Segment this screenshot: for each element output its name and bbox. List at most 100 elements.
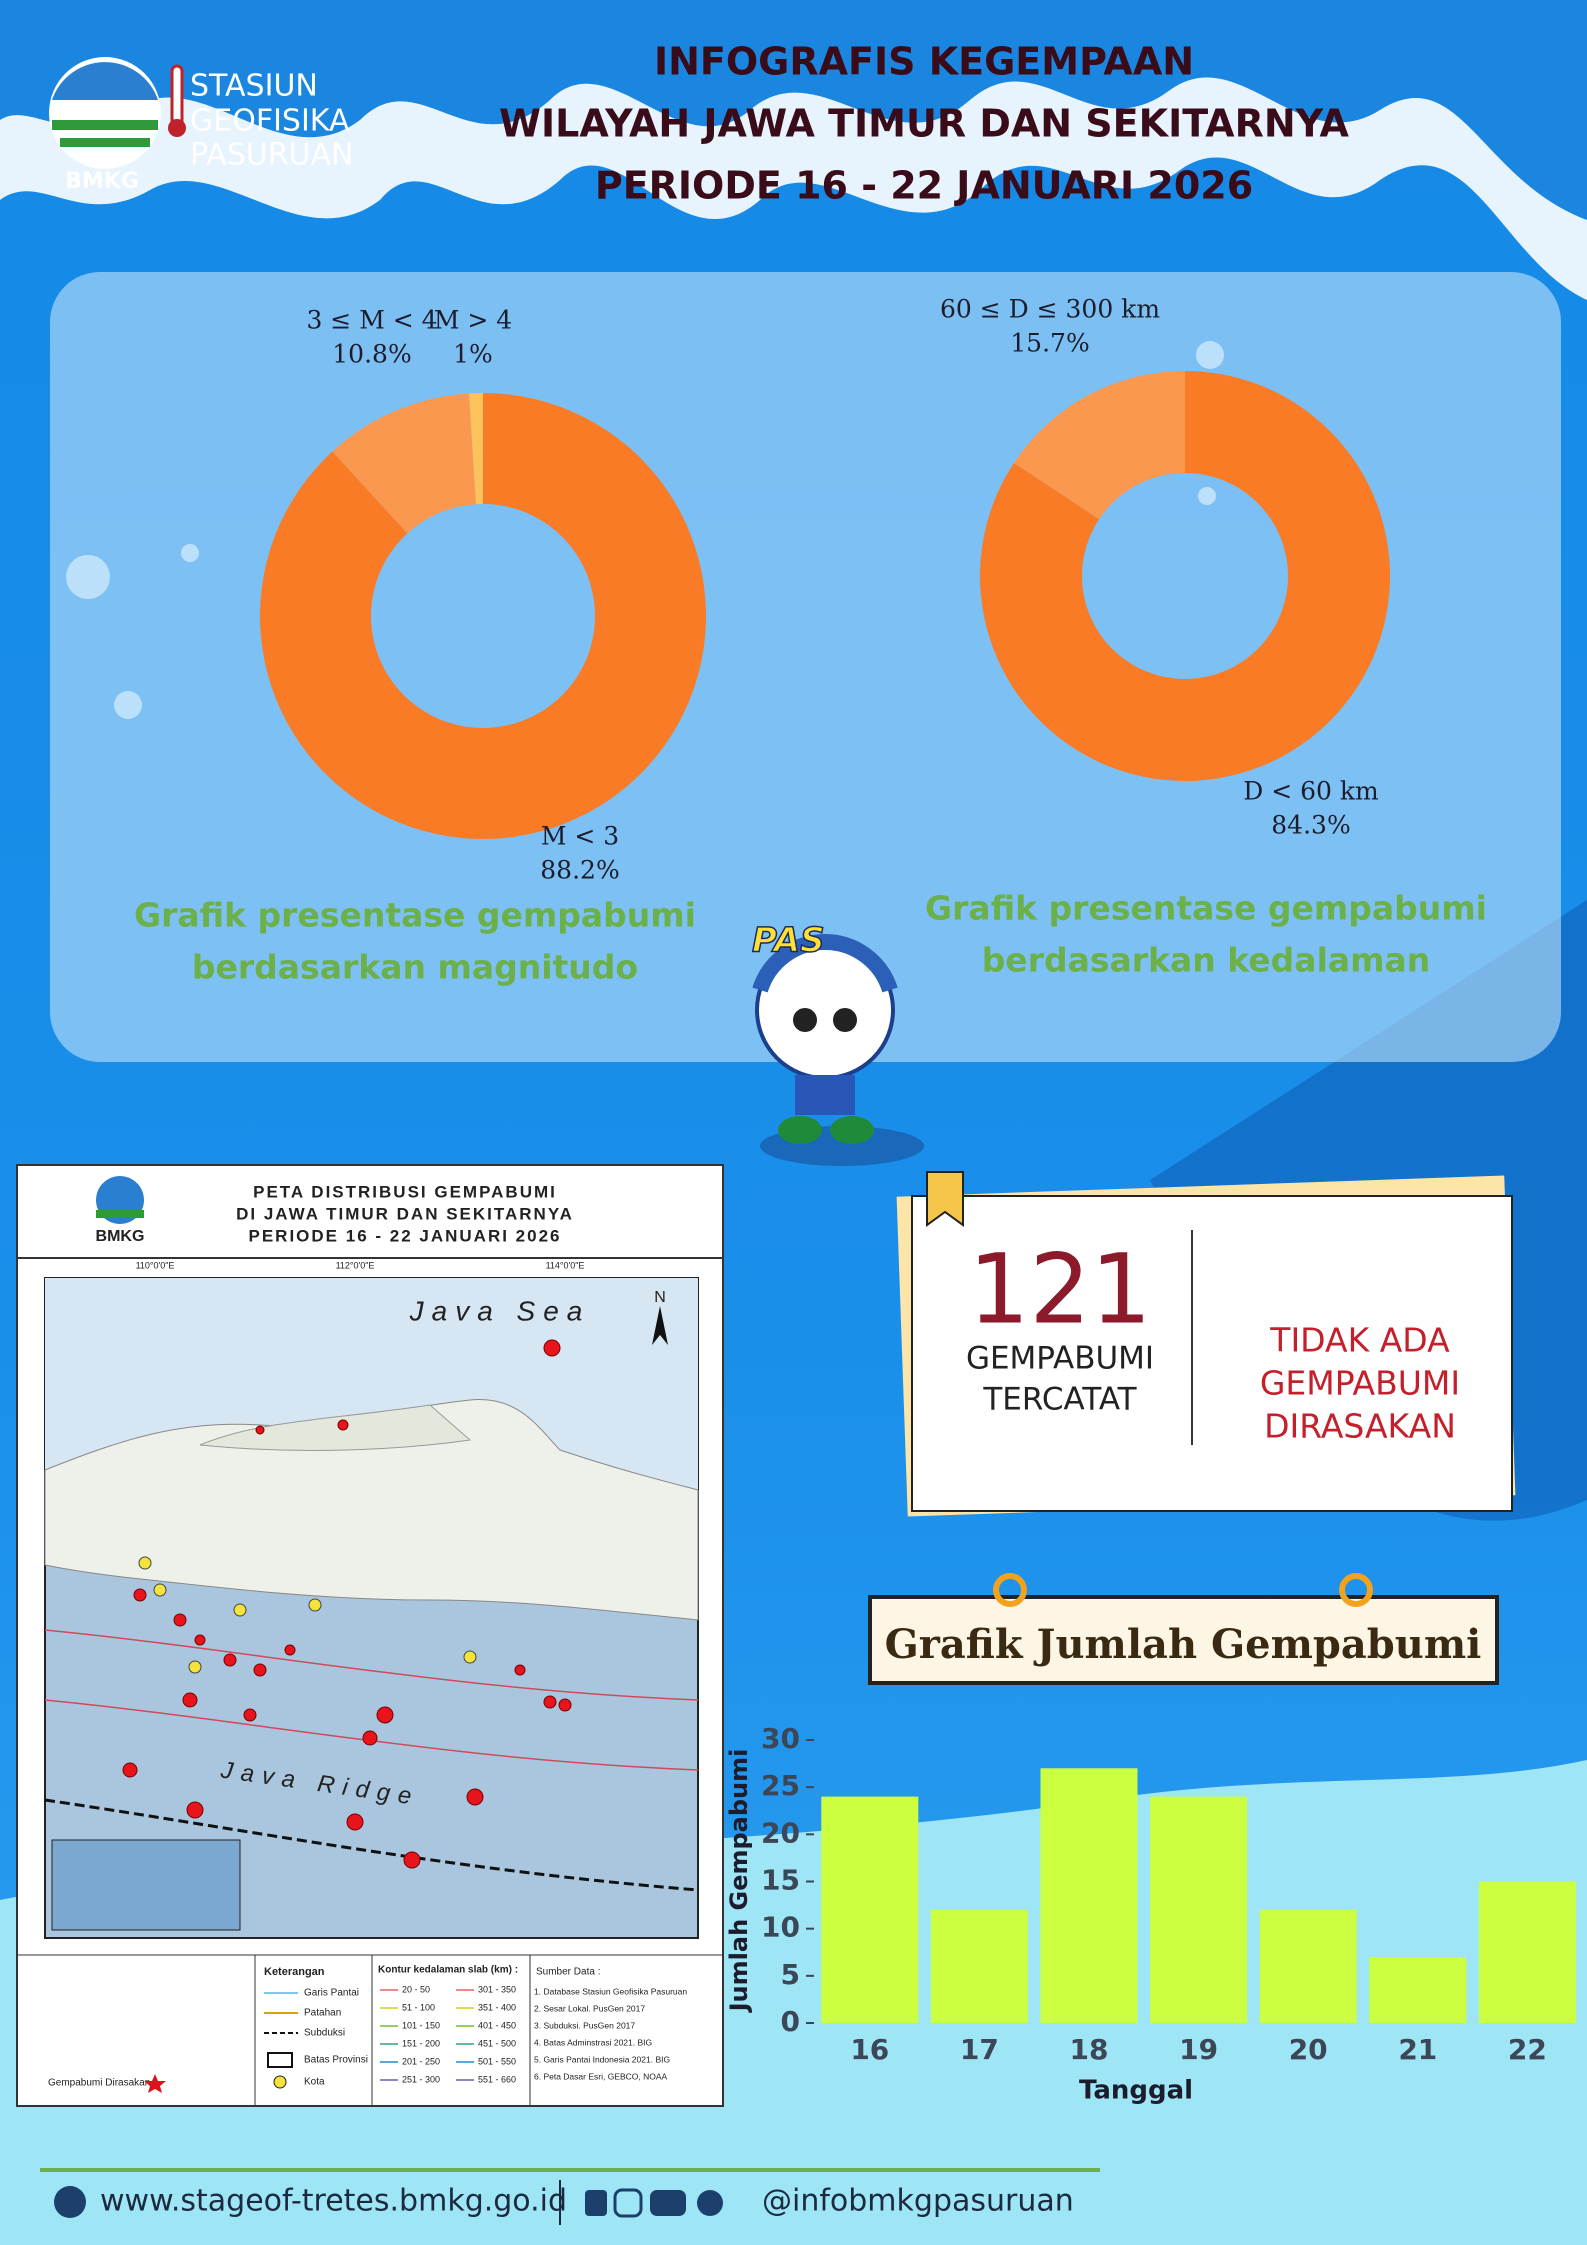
contour-item: 201 - 250 (402, 2056, 440, 2066)
bar (1369, 1956, 1467, 2023)
contour-item: 401 - 450 (478, 2020, 516, 2030)
contour-item: 301 - 350 (478, 1984, 516, 1994)
map: BMKG PETA DISTRIBUSI GEMPABUMI DI JAWA T… (16, 1164, 724, 2107)
y-tick-label: 15 (761, 1864, 800, 1897)
segment-label: 3 ≤ M < 4 (306, 306, 437, 335)
x-tick-label: 16 (850, 2033, 889, 2066)
inset-map (51, 1839, 241, 1931)
map-logo-name: BMKG (96, 1228, 145, 1245)
bar (821, 1796, 919, 2023)
legend-item: Subduksi (304, 2028, 345, 2039)
title-line: WILAYAH JAWA TIMUR DAN SEKITARNYA (499, 102, 1349, 146)
bar (1040, 1768, 1138, 2023)
bookmark (926, 1171, 964, 1227)
logo-name: BMKG (65, 169, 139, 194)
mascot-stripe (752, 933, 898, 993)
logo-sky (52, 62, 158, 100)
madura-island (199, 1404, 472, 1451)
north-arrow (652, 1306, 668, 1345)
mascot-eye (833, 1008, 857, 1032)
mascot-shoe (830, 1116, 874, 1144)
segment-value: 10.8% (332, 340, 411, 369)
legend-swatch (273, 2075, 287, 2089)
mascot: PAS (751, 920, 924, 1166)
segment-value: 1% (453, 340, 493, 369)
title-line: PERIODE 16 - 22 JANUARI 2026 (595, 164, 1253, 208)
contour-title: Kontur kedalaman slab (km) : (378, 1965, 518, 1976)
felt-legend: Gempabumi Dirasakan (48, 2078, 150, 2089)
source-item: 5. Garis Pantai Indonesia 2021. BIG (534, 2054, 670, 2064)
x-tick-label: 18 (1070, 2033, 1109, 2066)
longitude-label: 110°0'0"E (136, 1260, 175, 1270)
donut-segment (1014, 371, 1185, 520)
contour-item: 51 - 100 (402, 2002, 435, 2012)
source-item: 1. Database Stasiun Geofisika Pasuruan (534, 1986, 687, 1996)
felt-line: TIDAK ADA (1269, 1321, 1450, 1360)
x-tick-label: 17 (960, 2033, 999, 2066)
donut-segment (979, 371, 1390, 781)
epicenters (122, 1339, 572, 1869)
map-title: PETA DISTRIBUSI GEMPABUMI (253, 1182, 557, 1201)
logo-land (52, 120, 158, 130)
y-tick-label: 25 (761, 1769, 800, 1802)
bar (1259, 1909, 1357, 2023)
x-tick-label: 20 (1289, 2033, 1328, 2066)
y-tick-label: 0 (781, 2005, 800, 2038)
segment-value: 88.2% (540, 856, 619, 885)
contour-item: 451 - 500 (478, 2038, 516, 2048)
segment-value: 15.7% (1010, 329, 1089, 358)
felt-line: GEMPABUMI (1260, 1364, 1460, 1403)
sea-label: Java Sea (409, 1295, 591, 1326)
bar (1478, 1881, 1576, 2023)
legend-title: Keterangan (264, 1966, 325, 1978)
title-line: INFOGRAFIS KEGEMPAAN (654, 40, 1194, 84)
thermometer-bulb (168, 119, 186, 137)
legend-item: Kota (304, 2077, 325, 2088)
felt-star (144, 2074, 166, 2093)
contour-item: 251 - 300 (402, 2074, 440, 2084)
x-tick-label: 22 (1508, 2033, 1547, 2066)
source-item: 3. Subduksi. PusGen 2017 (534, 2020, 635, 2030)
legend-item: Batas Provinsi (304, 2055, 368, 2066)
x-tick-label: 21 (1398, 2033, 1437, 2066)
chart-caption: Grafik presentase gempabumi (925, 889, 1487, 928)
y-tick-label: 10 (761, 1911, 800, 1944)
count-line: TERCATAT (982, 1382, 1137, 1418)
bar (930, 1909, 1028, 2023)
logo-land (60, 138, 150, 147)
card (911, 1195, 1513, 1512)
north-label: N (654, 1289, 666, 1306)
segment-label: D < 60 km (1243, 777, 1379, 806)
city-markers (138, 1556, 477, 1674)
segment-label: 60 ≤ D ≤ 300 km (940, 295, 1160, 324)
logo-line: GEOFISIKA (190, 104, 350, 139)
y-axis-label: Jumlah Gempabumi (725, 1749, 753, 2014)
count: 121 (968, 1233, 1151, 1345)
bar (1150, 1796, 1248, 2023)
source-item: 6. Peta Dasar Esri, GEBCO, NOAA (534, 2071, 668, 2081)
instagram-icon (613, 2188, 643, 2218)
map-logo-land (96, 1210, 144, 1218)
bar-title-banner (868, 1595, 1499, 1685)
sky-decoration (0, 0, 1587, 220)
segment-value: 84.3% (1271, 811, 1350, 840)
logo: BMKG STASIUN GEOFISIKA PASURUAN (49, 57, 353, 194)
contour-item: 101 - 150 (402, 2020, 440, 2030)
source-list: 1. Database Stasiun Geofisika Pasuruan 2.… (534, 1986, 687, 2081)
donut-segment (468, 393, 483, 505)
contour-item: 351 - 400 (478, 2002, 516, 2012)
count-line: GEMPABUMI (966, 1341, 1154, 1377)
longitude-label: 112°0'0"E (336, 1260, 375, 1270)
felt-line: DIRASAKAN (1264, 1407, 1456, 1446)
contour-lines (44, 1629, 699, 1771)
contour-item: 20 - 50 (402, 1984, 430, 1994)
contour-item: 501 - 550 (478, 2056, 516, 2066)
map-title: PERIODE 16 - 22 JANUARI 2026 (249, 1226, 562, 1245)
longitude-label: 114°0'0"E (546, 1260, 585, 1270)
y-tick-label: 30 (761, 1722, 800, 1755)
chart-title: Grafik Jumlah Gempabumi (885, 1621, 1482, 1668)
contour-item: 151 - 200 (402, 2038, 440, 2048)
